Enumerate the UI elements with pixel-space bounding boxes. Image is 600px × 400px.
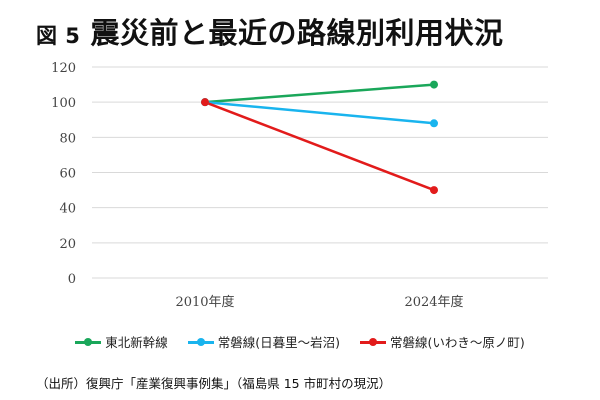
legend-item-2: 常磐線(いわき～原ノ町) [360,332,525,351]
source-note: （出所）復興庁「産業復興事例集」（福島県 15 市町村の現況） [36,376,392,391]
chart-title: 図 5 震災前と最近の路線別利用状況 [36,10,503,52]
y-tick-label-0: 0 [68,272,76,287]
series-line-1 [204,100,435,125]
legend-swatch-icon [187,337,214,347]
line-chart: 0 20 40 60 80 100 120 2010年度 2024年度 [51,61,548,310]
y-tick-label-100: 100 [51,96,76,111]
data-point-2-1 [430,186,438,195]
legend-swatch-icon [360,337,386,347]
x-tick-label-0: 2010年度 [175,294,234,310]
y-tick-label-20: 20 [59,237,76,252]
legend-label: 常磐線(日暮里～岩沼) [217,335,340,350]
y-tick-label-60: 60 [59,167,76,182]
legend-swatch-icon [75,337,102,347]
title-text: 震災前と最近の路線別利用状況 [90,16,504,50]
series-line-2 [204,100,435,192]
legend-item-1: 常磐線(日暮里～岩沼) [187,332,340,351]
legend-item-0: 東北新幹線 [75,332,168,351]
series-line-0 [204,83,435,104]
y-tick-label-120: 120 [51,61,76,76]
data-point-1-1 [430,119,438,128]
legend-label: 常磐線(いわき～原ノ町) [390,335,525,350]
y-tick-label-80: 80 [59,131,76,146]
y-tick-label-40: 40 [59,202,76,217]
figure-label: 図 5 [36,24,81,48]
data-point-2-0 [201,98,209,107]
chart-legend: 東北新幹線 常磐線(日暮里～岩沼) 常磐線(いわき～原ノ町) [0,332,600,351]
data-point-0-1 [430,80,438,89]
legend-label: 東北新幹線 [105,335,168,350]
x-tick-label-1: 2024年度 [404,294,463,310]
